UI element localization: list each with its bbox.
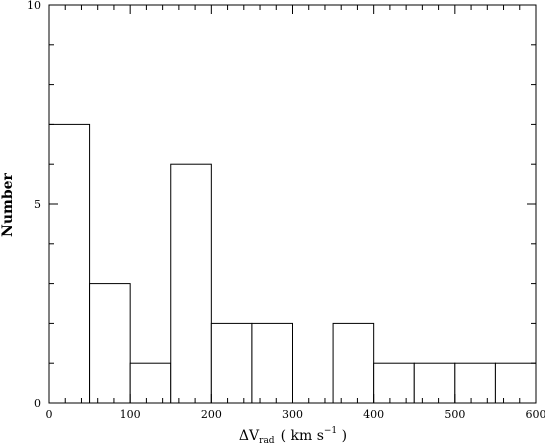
histogram-bar [494,362,537,404]
y-tick-label: 0 [34,397,41,410]
histogram-bar [251,322,294,404]
histogram-bar [454,362,496,404]
x-axis-label-units-close: ) [337,428,347,444]
histogram-bar [170,163,212,404]
plot-frame [48,4,537,404]
y-axis-label: Number [0,172,16,236]
y-tick-label: 5 [34,198,41,211]
x-tick-label: 600 [526,408,545,421]
histogram-bar [413,362,456,404]
histogram-bar [48,123,91,404]
x-tick-labels: 0 100 200 300 400 500 600 [46,408,545,421]
x-axis-label-units-open: ( km s [281,428,324,444]
histogram-bar [89,283,131,404]
x-axis-label-superscript: −1 [324,426,337,436]
x-axis-label-subscript: rad [259,436,275,445]
histogram-bar [332,322,375,404]
x-tick-label: 0 [46,408,53,421]
x-tick-label: 400 [363,408,384,421]
x-tick-label: 300 [282,408,303,421]
histogram-bar [129,362,172,404]
x-axis-label: ΔVrad ( km s−1 ) [239,426,347,445]
x-axis-label-prefix: ΔV [239,428,260,444]
x-tick-label: 200 [201,408,222,421]
x-tick-label: 100 [120,408,141,421]
histogram-bar [373,362,415,404]
histogram-bars [48,123,537,404]
y-tick-labels: 0 5 10 [27,0,41,410]
y-tick-label: 10 [27,0,41,12]
histogram-bar [210,322,253,404]
x-tick-label: 500 [444,408,465,421]
